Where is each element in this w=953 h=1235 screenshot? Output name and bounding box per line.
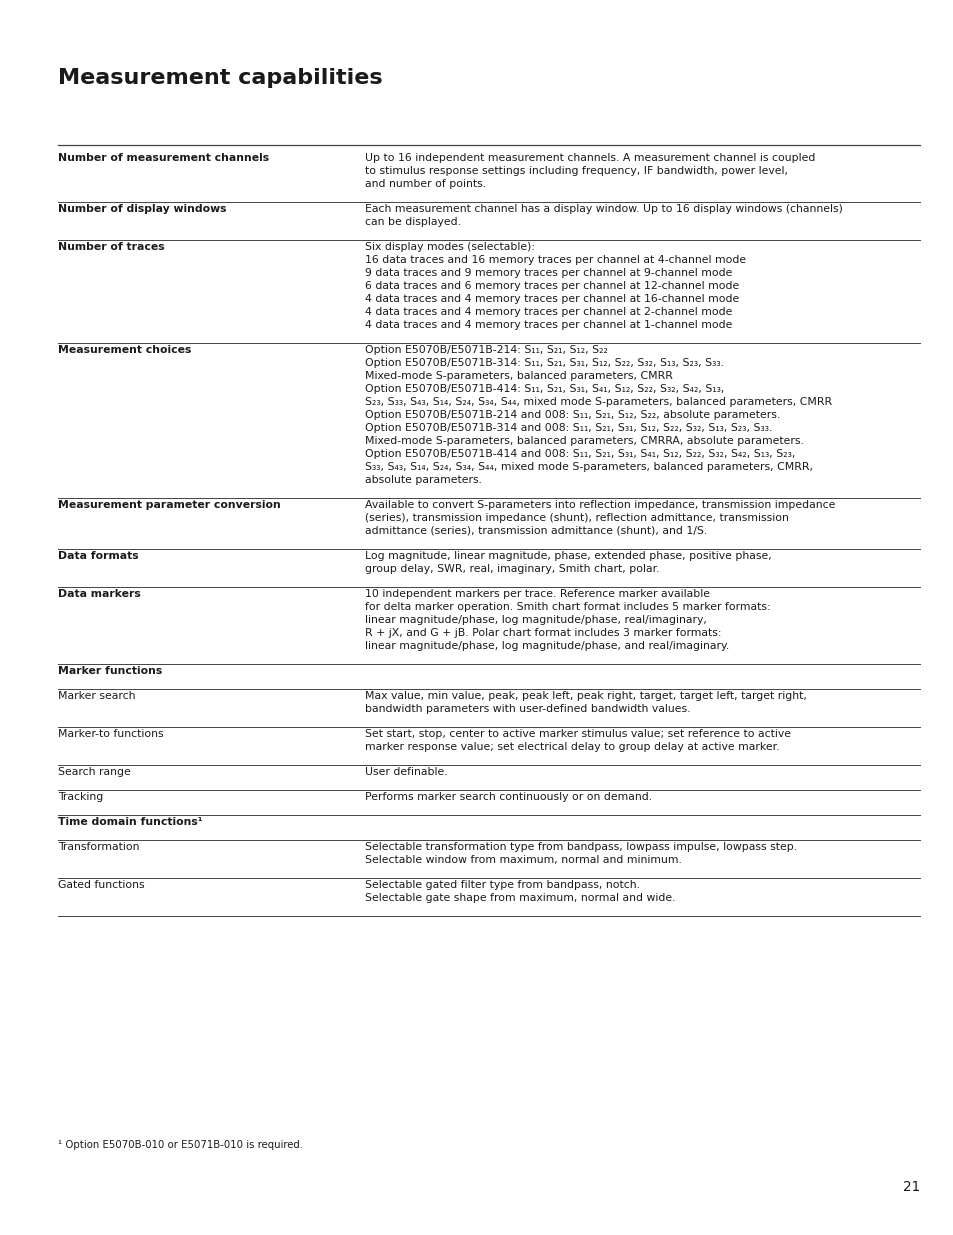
Text: to stimulus response settings including frequency, IF bandwidth, power level,: to stimulus response settings including … — [365, 165, 787, 175]
Text: 4 data traces and 4 memory traces per channel at 1-channel mode: 4 data traces and 4 memory traces per ch… — [365, 320, 732, 330]
Text: Option E5070B/E5071B-414: S₁₁, S₂₁, S₃₁, S₄₁, S₁₂, S₂₂, S₃₂, S₄₂, S₁₃,: Option E5070B/E5071B-414: S₁₁, S₂₁, S₃₁,… — [365, 384, 723, 394]
Text: Up to 16 independent measurement channels. A measurement channel is coupled: Up to 16 independent measurement channel… — [365, 153, 815, 163]
Text: Marker-to functions: Marker-to functions — [58, 729, 164, 739]
Text: Each measurement channel has a display window. Up to 16 display windows (channel: Each measurement channel has a display w… — [365, 204, 842, 214]
Text: Number of measurement channels: Number of measurement channels — [58, 153, 269, 163]
Text: 4 data traces and 4 memory traces per channel at 16-channel mode: 4 data traces and 4 memory traces per ch… — [365, 294, 739, 304]
Text: (series), transmission impedance (shunt), reflection admittance, transmission: (series), transmission impedance (shunt)… — [365, 513, 788, 522]
Text: Measurement capabilities: Measurement capabilities — [58, 68, 382, 88]
Text: Option E5070B/E5071B-214 and 008: S₁₁, S₂₁, S₁₂, S₂₂, absolute parameters.: Option E5070B/E5071B-214 and 008: S₁₁, S… — [365, 410, 780, 420]
Text: Data formats: Data formats — [58, 551, 138, 561]
Text: linear magnitude/phase, log magnitude/phase, and real/imaginary.: linear magnitude/phase, log magnitude/ph… — [365, 641, 728, 651]
Text: Mixed-mode S-parameters, balanced parameters, CMRR: Mixed-mode S-parameters, balanced parame… — [365, 370, 672, 380]
Text: S₂₃, S₃₃, S₄₃, S₁₄, S₂₄, S₃₄, S₄₄, mixed mode S-parameters, balanced parameters,: S₂₃, S₃₃, S₄₃, S₁₄, S₂₄, S₃₄, S₄₄, mixed… — [365, 396, 831, 406]
Text: R + jX, and G + jB. Polar chart format includes 3 marker formats:: R + jX, and G + jB. Polar chart format i… — [365, 627, 720, 637]
Text: group delay, SWR, real, imaginary, Smith chart, polar.: group delay, SWR, real, imaginary, Smith… — [365, 564, 659, 574]
Text: Option E5070B/E5071B-314 and 008: S₁₁, S₂₁, S₃₁, S₁₂, S₂₂, S₃₂, S₁₃, S₂₃, S₃₃.: Option E5070B/E5071B-314 and 008: S₁₁, S… — [365, 422, 772, 432]
Text: Option E5070B/E5071B-314: S₁₁, S₂₁, S₃₁, S₁₂, S₂₂, S₃₂, S₁₃, S₂₃, S₃₃.: Option E5070B/E5071B-314: S₁₁, S₂₁, S₃₁,… — [365, 358, 723, 368]
Text: Tracking: Tracking — [58, 792, 103, 802]
Text: Performs marker search continuously or on demand.: Performs marker search continuously or o… — [365, 792, 652, 802]
Text: 9 data traces and 9 memory traces per channel at 9-channel mode: 9 data traces and 9 memory traces per ch… — [365, 268, 732, 278]
Text: Six display modes (selectable):: Six display modes (selectable): — [365, 242, 535, 252]
Text: can be displayed.: can be displayed. — [365, 217, 460, 227]
Text: for delta marker operation. Smith chart format includes 5 marker formats:: for delta marker operation. Smith chart … — [365, 601, 770, 611]
Text: 16 data traces and 16 memory traces per channel at 4-channel mode: 16 data traces and 16 memory traces per … — [365, 254, 745, 264]
Text: S₃₃, S₄₃, S₁₄, S₂₄, S₃₄, S₄₄, mixed mode S-parameters, balanced parameters, CMRR: S₃₃, S₄₃, S₁₄, S₂₄, S₃₄, S₄₄, mixed mode… — [365, 462, 812, 472]
Text: Mixed-mode S-parameters, balanced parameters, CMRRA, absolute parameters.: Mixed-mode S-parameters, balanced parame… — [365, 436, 803, 446]
Text: Measurement parameter conversion: Measurement parameter conversion — [58, 500, 280, 510]
Text: Selectable window from maximum, normal and minimum.: Selectable window from maximum, normal a… — [365, 855, 681, 864]
Text: Data markers: Data markers — [58, 589, 141, 599]
Text: 10 independent markers per trace. Reference marker available: 10 independent markers per trace. Refere… — [365, 589, 709, 599]
Text: Max value, min value, peak, peak left, peak right, target, target left, target r: Max value, min value, peak, peak left, p… — [365, 690, 806, 700]
Text: Selectable gated filter type from bandpass, notch.: Selectable gated filter type from bandpa… — [365, 879, 639, 889]
Text: ¹ Option E5070B-010 or E5071B-010 is required.: ¹ Option E5070B-010 or E5071B-010 is req… — [58, 1140, 303, 1150]
Text: Selectable transformation type from bandpass, lowpass impulse, lowpass step.: Selectable transformation type from band… — [365, 842, 797, 852]
Text: Number of traces: Number of traces — [58, 242, 165, 252]
Text: absolute parameters.: absolute parameters. — [365, 474, 481, 485]
Text: 4 data traces and 4 memory traces per channel at 2-channel mode: 4 data traces and 4 memory traces per ch… — [365, 306, 732, 317]
Text: Search range: Search range — [58, 767, 131, 777]
Text: Gated functions: Gated functions — [58, 879, 145, 889]
Text: Marker functions: Marker functions — [58, 666, 162, 676]
Text: User definable.: User definable. — [365, 767, 447, 777]
Text: Number of display windows: Number of display windows — [58, 204, 226, 214]
Text: Log magnitude, linear magnitude, phase, extended phase, positive phase,: Log magnitude, linear magnitude, phase, … — [365, 551, 771, 561]
Text: linear magnitude/phase, log magnitude/phase, real/imaginary,: linear magnitude/phase, log magnitude/ph… — [365, 615, 706, 625]
Text: Option E5070B/E5071B-414 and 008: S₁₁, S₂₁, S₃₁, S₄₁, S₁₂, S₂₂, S₃₂, S₄₂, S₁₃, S: Option E5070B/E5071B-414 and 008: S₁₁, S… — [365, 448, 795, 458]
Text: admittance (series), transmission admittance (shunt), and 1/S.: admittance (series), transmission admitt… — [365, 526, 706, 536]
Text: bandwidth parameters with user-defined bandwidth values.: bandwidth parameters with user-defined b… — [365, 704, 690, 714]
Text: Transformation: Transformation — [58, 842, 139, 852]
Text: and number of points.: and number of points. — [365, 179, 486, 189]
Text: Selectable gate shape from maximum, normal and wide.: Selectable gate shape from maximum, norm… — [365, 893, 675, 903]
Text: 21: 21 — [902, 1179, 919, 1194]
Text: Marker search: Marker search — [58, 690, 135, 700]
Text: Available to convert S-parameters into reflection impedance, transmission impeda: Available to convert S-parameters into r… — [365, 500, 835, 510]
Text: Set start, stop, center to active marker stimulus value; set reference to active: Set start, stop, center to active marker… — [365, 729, 790, 739]
Text: Measurement choices: Measurement choices — [58, 345, 192, 354]
Text: Time domain functions¹: Time domain functions¹ — [58, 816, 202, 826]
Text: 6 data traces and 6 memory traces per channel at 12-channel mode: 6 data traces and 6 memory traces per ch… — [365, 280, 739, 290]
Text: marker response value; set electrical delay to group delay at active marker.: marker response value; set electrical de… — [365, 742, 779, 752]
Text: Option E5070B/E5071B-214: S₁₁, S₂₁, S₁₂, S₂₂: Option E5070B/E5071B-214: S₁₁, S₂₁, S₁₂,… — [365, 345, 607, 354]
